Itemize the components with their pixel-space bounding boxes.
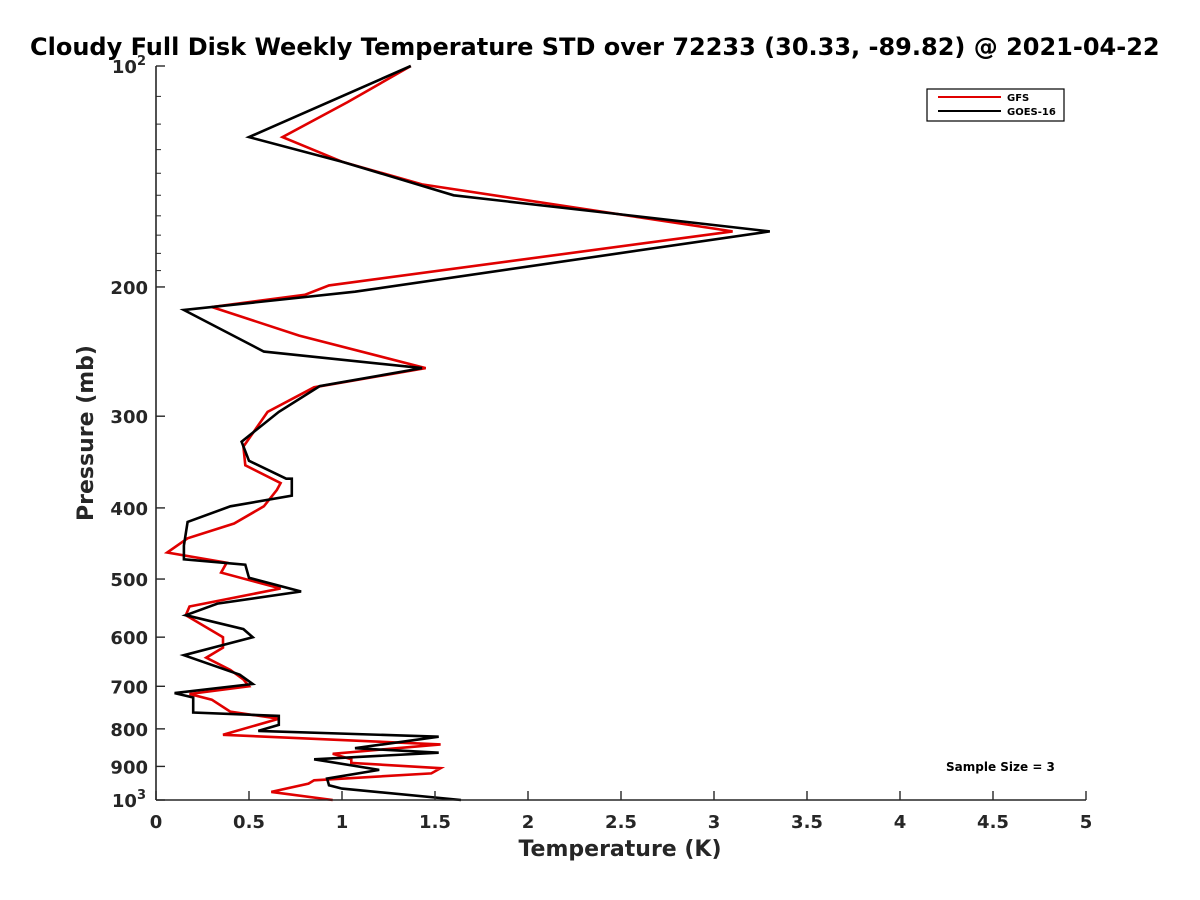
x-tick-label: 5 bbox=[1080, 812, 1093, 833]
legend-label-goes16: GOES-16 bbox=[1007, 107, 1056, 118]
legend: GFS GOES-16 bbox=[926, 88, 1065, 122]
y-tick-label: 103 bbox=[112, 788, 146, 812]
y-axis-label: Pressure (mb) bbox=[74, 345, 99, 521]
legend-box bbox=[926, 88, 1065, 122]
legend-label-gfs: GFS bbox=[1007, 93, 1029, 104]
sample-size-annotation: Sample Size = 3 bbox=[946, 760, 1055, 774]
y-tick-label: 200 bbox=[110, 278, 148, 299]
plot-area bbox=[156, 66, 1086, 800]
x-tick-label: 3 bbox=[708, 812, 721, 833]
x-tick-label: 2 bbox=[522, 812, 535, 833]
y-tick-label: 800 bbox=[110, 720, 148, 741]
x-axis-label: Temperature (K) bbox=[518, 837, 721, 862]
x-tick-label: 2.5 bbox=[605, 812, 637, 833]
x-tick-label: 3.5 bbox=[791, 812, 823, 833]
series-layer bbox=[163, 64, 770, 802]
y-tick-label: 600 bbox=[110, 628, 148, 649]
y-tick-label: 900 bbox=[110, 757, 148, 778]
y-tick-label: 300 bbox=[110, 407, 148, 428]
y-tick-label: 102 bbox=[112, 54, 146, 78]
x-tick-label: 4.5 bbox=[977, 812, 1009, 833]
y-tick-label: 700 bbox=[110, 677, 148, 698]
series-line-goes16 bbox=[174, 64, 770, 802]
plot-background bbox=[156, 66, 1086, 800]
y-tick-label: 400 bbox=[110, 499, 148, 520]
y-tick-label: 500 bbox=[110, 570, 148, 591]
x-tick-label: 0.5 bbox=[233, 812, 265, 833]
x-tick-label: 0 bbox=[150, 812, 163, 833]
x-tick-label: 4 bbox=[894, 812, 907, 833]
x-tick-label: 1.5 bbox=[419, 812, 451, 833]
axes-layer: 0 0.5 1 1.5 2 2.5 3 3.5 4 4.5 5 102 200 300 400 500 600 7… bbox=[110, 54, 1092, 833]
x-tick-label: 1 bbox=[336, 812, 349, 833]
chart-title: Cloudy Full Disk Weekly Temperature STD … bbox=[30, 33, 1160, 61]
